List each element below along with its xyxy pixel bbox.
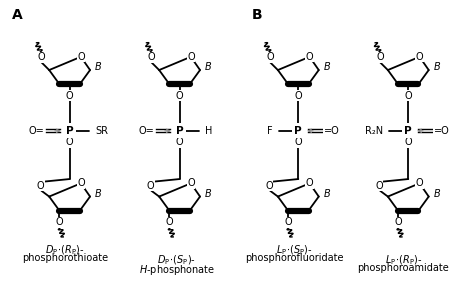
Text: O: O	[416, 52, 423, 62]
Text: O: O	[36, 181, 44, 191]
Text: O: O	[176, 91, 183, 101]
Text: O: O	[77, 178, 85, 188]
Text: O: O	[37, 52, 45, 62]
Text: B: B	[205, 189, 211, 199]
Text: $\mathit{D}_{\mathrm{P}}\!\cdot\!(\mathit{R}_{\mathrm{P}})$-: $\mathit{D}_{\mathrm{P}}\!\cdot\!(\mathi…	[45, 244, 84, 257]
Text: O=: O=	[28, 126, 44, 136]
Text: phosphorothioate: phosphorothioate	[22, 253, 108, 264]
Text: O: O	[165, 217, 173, 227]
Text: $\mathit{L}_{\mathrm{P}}\!\cdot\!(\mathit{S}_{\mathrm{P}})$-: $\mathit{L}_{\mathrm{P}}\!\cdot\!(\mathi…	[276, 244, 313, 257]
Text: P: P	[176, 126, 183, 136]
Text: P: P	[404, 126, 412, 136]
Text: O: O	[187, 178, 195, 188]
Text: $\mathit{L}_{\mathrm{P}}\!\cdot\!(\mathit{R}_{\mathrm{P}})$-: $\mathit{L}_{\mathrm{P}}\!\cdot\!(\mathi…	[384, 253, 422, 267]
Text: phosphorofluoridate: phosphorofluoridate	[245, 253, 344, 264]
Text: $\mathit{H}$-phosphonate: $\mathit{H}$-phosphonate	[138, 263, 215, 277]
Text: O=: O=	[138, 126, 154, 136]
Text: O: O	[77, 52, 85, 62]
Text: F: F	[267, 126, 273, 136]
Text: A: A	[12, 8, 23, 22]
Text: O: O	[146, 181, 154, 191]
Text: O: O	[265, 181, 273, 191]
Text: O: O	[66, 137, 73, 148]
Text: O: O	[147, 52, 155, 62]
Text: O: O	[306, 178, 313, 188]
Text: $\mathit{D}_{\mathrm{P}}\!\cdot\!(\mathit{S}_{\mathrm{P}})$-: $\mathit{D}_{\mathrm{P}}\!\cdot\!(\mathi…	[157, 253, 196, 267]
Text: =O: =O	[434, 126, 449, 136]
Text: O: O	[284, 217, 292, 227]
Text: O: O	[176, 137, 183, 148]
Text: O: O	[187, 52, 195, 62]
Text: B: B	[95, 189, 101, 199]
Text: B: B	[95, 62, 101, 72]
Text: O: O	[416, 178, 423, 188]
Text: B: B	[434, 189, 440, 199]
Text: O: O	[55, 217, 63, 227]
Text: B: B	[205, 62, 211, 72]
Text: O: O	[404, 91, 412, 101]
Text: O: O	[294, 137, 302, 148]
Text: =O: =O	[324, 126, 339, 136]
Text: O: O	[376, 52, 384, 62]
Text: B: B	[252, 8, 262, 22]
Text: O: O	[66, 91, 73, 101]
Text: O: O	[294, 91, 302, 101]
Text: O: O	[404, 137, 412, 148]
Text: O: O	[306, 52, 313, 62]
Text: O: O	[375, 181, 383, 191]
Text: R₂N: R₂N	[365, 126, 383, 136]
Text: phosphoroamidate: phosphoroamidate	[357, 263, 449, 273]
Text: H: H	[205, 126, 212, 136]
Text: B: B	[324, 189, 330, 199]
Text: P: P	[66, 126, 73, 136]
Text: SR: SR	[95, 126, 108, 136]
Text: B: B	[324, 62, 330, 72]
Text: B: B	[434, 62, 440, 72]
Text: P: P	[294, 126, 302, 136]
Text: O: O	[394, 217, 402, 227]
Text: O: O	[266, 52, 274, 62]
